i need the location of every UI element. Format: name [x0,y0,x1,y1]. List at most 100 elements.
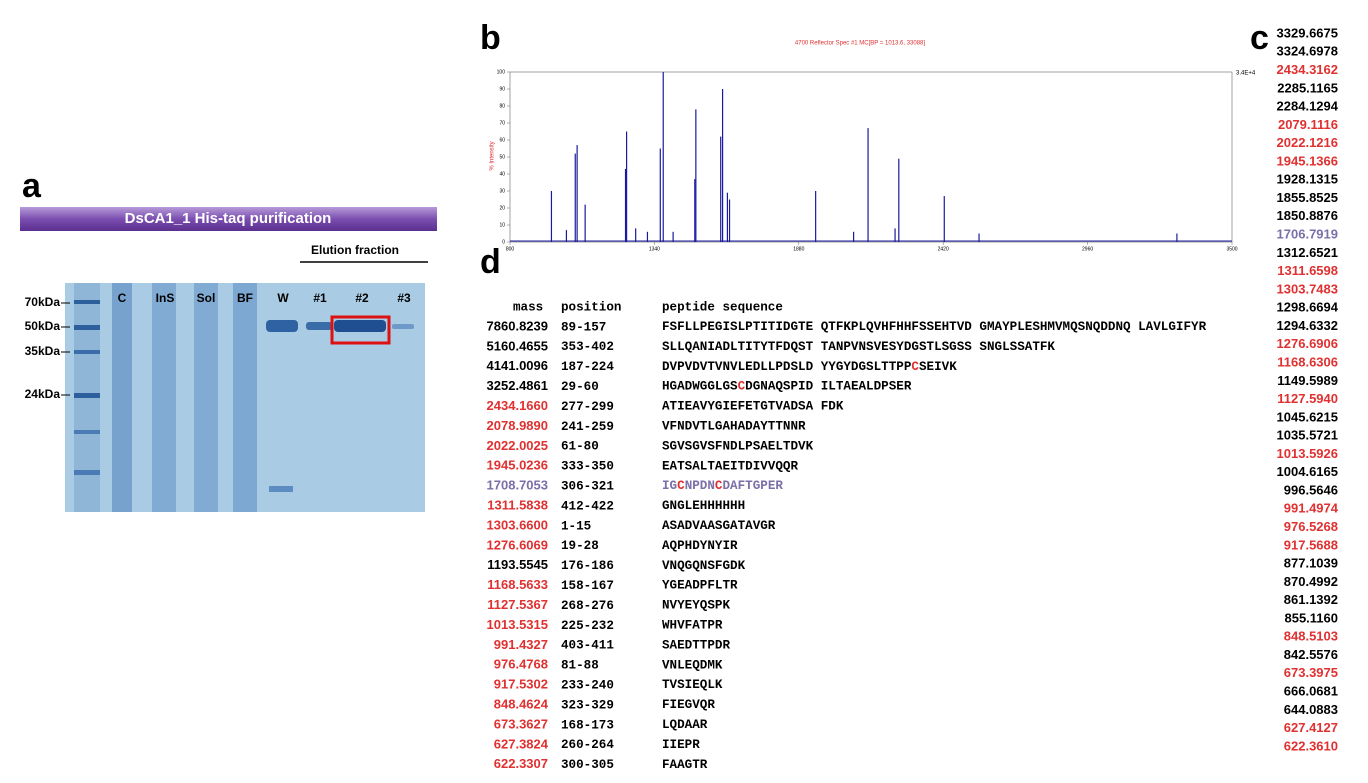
x-tick-label: 2420 [938,246,949,252]
y-tick-label: 50 [499,154,505,160]
mass-value: 1928.1315 [1277,172,1338,187]
row-position: 260-264 [561,738,614,752]
row-mass: 2022.0025 [487,438,548,453]
y-tick-label: 40 [499,171,505,177]
mass-value: 1045.6215 [1277,409,1338,424]
x-tick-label: 1880 [793,246,804,252]
row-mass: 1708.7053 [487,478,548,493]
row-position: 158-167 [561,579,614,593]
peptide-sequence: FIEGVQR [662,698,715,712]
peptide-sequence: SLLQANIADLTITYTFDQST TANPVNSVESYDGSTLSGS… [662,340,1055,354]
peptide-sequence: IGCNPDNCDAFTGPER [662,480,783,494]
row-mass: 4141.0096 [487,358,548,373]
mass-value: 644.0883 [1284,702,1338,717]
row-mass: 673.3627 [494,716,548,731]
mass-value: 1168.6306 [1277,354,1338,369]
mass-value: 2284.1294 [1277,99,1339,114]
row-mass: 1311.5838 [487,498,548,513]
panel-label: d [480,243,501,281]
sequence-segment: FIEGVQR [662,698,715,712]
sequence-segment: C [911,360,919,374]
row-mass: 7860.8239 [487,318,548,333]
row-mass: 1303.6600 [487,517,548,532]
column-header: mass [513,300,543,314]
peptide-sequence: SGVSGVSFNDLPSAELTDVK [662,440,814,454]
mass-value: 666.0681 [1284,684,1338,699]
mass-value: 1311.6598 [1277,263,1338,278]
sequence-segment: NPDN [685,480,715,494]
mass-value: 1303.7483 [1277,281,1338,296]
peptide-sequence: HGADWGGLGSCDGNAQSPID ILTAEALDPSER [662,380,912,394]
row-position: 306-321 [561,480,614,494]
sequence-segment: VNLEQDMK [662,659,723,673]
row-mass: 1127.5367 [487,597,548,612]
row-mass: 991.4327 [494,637,548,652]
sequence-segment: EATSALTAEITDIVVQQR [662,460,798,474]
peptide-sequence: IIEPR [662,738,700,752]
y-tick-label: 20 [499,205,505,211]
peptide-sequence: TVSIEQLK [662,679,723,693]
sequence-segment: LQDAAR [662,718,708,732]
sequence-segment: FSFLLPEGISLPTITIDGTE QTFKPLQVHFHHFSSEHTV… [662,320,1207,334]
y-tick-label: 60 [499,137,505,143]
group-label: Elution fraction [311,243,399,257]
max-intensity: 3.4E+4 [1236,71,1256,77]
row-mass: 1276.6069 [487,537,548,552]
mass-value: 842.5576 [1284,647,1338,662]
peptide-sequence: YGEADPFLTR [662,579,738,593]
marker-label: 35kDa [25,344,61,358]
plot-frame [509,71,1233,243]
sequence-segment: DVPVDVTVNVLEDLLPDSLD YYGYDGSLTTPP [662,360,912,374]
lane-label: #1 [313,291,327,305]
lane-label: Sol [197,291,216,305]
panel-label: c [1250,19,1269,57]
peptide-sequence: NVYEYQSPK [662,599,730,613]
mass-value: 2434.3162 [1277,62,1338,77]
sequence-segment: FAAGTR [662,758,708,772]
row-position: 176-186 [561,559,614,573]
mass-value: 1945.1366 [1277,153,1338,168]
peptide-sequence: FSFLLPEGISLPTITIDGTE QTFKPLQVHFHHFSSEHTV… [662,320,1207,334]
mass-value: 1298.6694 [1277,300,1339,315]
peptide-sequence: VNQGQNSFGDK [662,559,746,573]
row-mass: 1193.5545 [487,557,548,572]
row-position: 300-305 [561,758,614,772]
lane-label: BF [237,291,253,305]
row-position: 268-276 [561,599,614,613]
sequence-segment: WHVFATPR [662,619,723,633]
row-position: 168-173 [561,718,614,732]
mass-value: 917.5688 [1284,537,1338,552]
peptide-sequence: WHVFATPR [662,619,723,633]
y-tick-label: 70 [499,120,505,126]
sequence-segment: SEIVK [919,360,957,374]
panel-label: b [480,19,501,57]
mass-value: 1294.6332 [1277,318,1338,333]
sequence-segment: HGADWGGLGS [662,380,738,394]
y-axis-label: % Intensity [490,141,496,170]
mass-value: 1312.6521 [1277,245,1338,260]
gel [65,283,425,512]
sequence-segment: DGNAQSPID ILTAEALDPSER [745,380,912,394]
title-bar [20,207,437,231]
mass-value: 870.4992 [1284,574,1338,589]
x-tick-label: 2960 [1082,246,1093,252]
lane-label: W [277,291,289,305]
row-mass: 2434.1660 [487,398,548,413]
sequence-segment: SGVSGVSFNDLPSAELTDVK [662,440,814,454]
x-tick-label: 800 [506,246,515,252]
row-position: 187-224 [561,360,614,374]
sequence-segment: IG [662,480,677,494]
mass-value: 1276.6906 [1277,336,1338,351]
sequence-segment: NVYEYQSPK [662,599,730,613]
mass-value: 1855.8525 [1277,190,1338,205]
sequence-segment: VFNDVTLGAHADAYTTNNR [662,420,806,434]
peptide-sequence: AQPHDYNYIR [662,539,738,553]
row-position: 19-28 [561,539,599,553]
sequence-segment: TVSIEQLK [662,679,723,693]
peptide-sequence: ATIEAVYGIEFETGTVADSA FDK [662,400,844,414]
gel-title: DsCA1_1 His-taq purification [125,210,332,227]
row-position: 81-88 [561,659,599,673]
row-position: 1-15 [561,519,591,533]
sequence-segment: SAEDTTPDR [662,639,730,653]
peptide-sequence: ASADVAASGATAVGR [662,519,776,533]
